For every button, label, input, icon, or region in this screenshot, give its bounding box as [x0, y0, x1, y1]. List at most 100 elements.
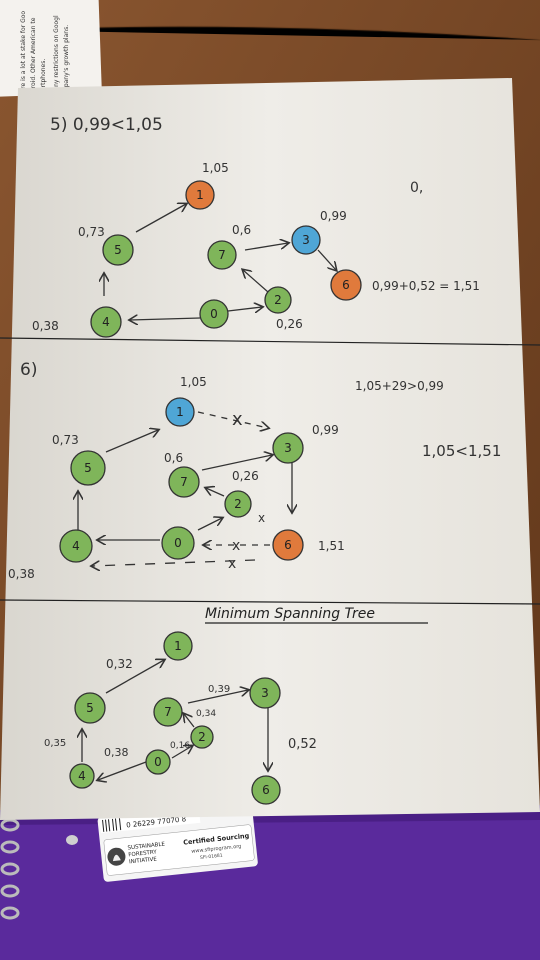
node-5-label: 5 — [114, 243, 122, 257]
node-3 — [291, 225, 321, 255]
weight6-n4: 0,38 — [8, 567, 35, 581]
cross-mark-3: x — [228, 556, 236, 572]
node-4 — [90, 306, 122, 338]
card-line-2: Android. Other American te — [30, 17, 37, 100]
edge-5-1 — [135, 204, 186, 233]
section-6-cond2: 1,05<1,51 — [422, 442, 501, 460]
mst-edge-0-2 — [171, 746, 192, 759]
mst-node-0 — [145, 749, 171, 775]
node-7-label: 7 — [218, 248, 226, 262]
weight6-n1: 1,05 — [180, 375, 207, 389]
mst-weight-3-6: 0,52 — [288, 737, 317, 752]
notebook: 0 26229 77070 8 SUSTAINABLE FORESTRY INI… — [0, 801, 540, 960]
mst-edge-7-3 — [187, 690, 248, 704]
node6-3 — [272, 432, 304, 464]
mst-node-6 — [251, 775, 281, 805]
node-5 — [102, 234, 134, 266]
sfi-line-1: SUSTAINABLE — [127, 842, 165, 852]
section-6-title: 6) — [20, 360, 37, 380]
node-6 — [330, 269, 362, 301]
weight-n5: 0,73 — [78, 225, 105, 239]
node6-6-label: 6 — [284, 538, 292, 552]
card-line-1: There is a lot at stake for Goo — [20, 11, 27, 101]
spiral-binding — [0, 818, 20, 920]
node6-0 — [161, 526, 195, 560]
sfi-line-3: INITIATIVE — [129, 856, 158, 865]
edge-0-2 — [227, 307, 262, 311]
mst-node-2-label: 2 — [198, 730, 206, 744]
card-line-3: smartphones. — [40, 59, 47, 100]
section-5-sum: 0,99+0,52 = 1,51 — [372, 279, 480, 293]
mst-section: Minimum Spanning Tree 1 5 7 3 2 0 4 6 — [44, 606, 428, 805]
node6-5 — [70, 450, 106, 486]
weight6-n6: 1,51 — [318, 539, 345, 553]
notebook-label: 0 26229 77070 8 SUSTAINABLE FORESTRY INI… — [97, 801, 258, 882]
cross-mark-4: x — [258, 511, 265, 525]
weight-n4: 0,38 — [32, 319, 59, 333]
section-divider-2 — [0, 599, 540, 605]
weight6-n5: 0,73 — [52, 433, 79, 447]
mst-node-7 — [153, 697, 183, 727]
mst-node-2 — [190, 725, 214, 749]
mst-weight-2-7: 0,34 — [196, 709, 216, 719]
mst-node-6-label: 6 — [262, 783, 270, 797]
mst-node-0-label: 0 — [154, 755, 162, 769]
weight6-n2: 0,26 — [232, 469, 259, 483]
node-2-label: 2 — [274, 293, 282, 307]
mst-node-3-label: 3 — [261, 686, 269, 700]
node-1-label: 1 — [196, 188, 204, 202]
mst-node-5 — [74, 692, 106, 724]
node6-1-label: 1 — [176, 405, 184, 419]
node6-2 — [224, 490, 252, 518]
node-0 — [199, 299, 229, 329]
node-3-label: 3 — [302, 233, 310, 247]
mst-weight-4-5: 0,35 — [44, 738, 66, 749]
sfi-url: www.sfiprogram.org — [191, 844, 242, 855]
weight-n3: 0,99 — [320, 209, 347, 223]
weight6-n7: 0,6 — [164, 451, 183, 465]
node-6-label: 6 — [342, 278, 350, 292]
card-line-4: So any restrictions on Googl — [53, 15, 60, 100]
weight-n2: 0,26 — [276, 317, 303, 331]
weight-n7: 0,6 — [232, 223, 251, 237]
mst-node-7-label: 7 — [164, 705, 172, 719]
mst-weight-5-1: 0,32 — [106, 657, 133, 671]
edge6-2-7 — [206, 488, 225, 497]
node6-5-label: 5 — [84, 461, 92, 475]
sfi-code: SFI-01681 — [200, 853, 223, 861]
section-6: 6) 1,05+29>0,99 1,05<1,51 x x x x 1 5 7 … — [8, 360, 501, 581]
edge-7-3 — [244, 243, 288, 251]
mst-node-1-label: 1 — [174, 639, 182, 653]
mst-edge-5-1 — [105, 660, 164, 694]
sfi-line-2: FORESTRY — [128, 849, 158, 858]
mst-node-5-label: 5 — [86, 701, 94, 715]
mst-weight-0-2: 0,16 — [170, 741, 190, 751]
card-line-5: company's growth plans. — [63, 25, 70, 100]
node-1 — [185, 180, 215, 210]
weight-n1: 1,05 — [202, 161, 229, 175]
section-divider-1 — [0, 337, 540, 346]
node6-1 — [165, 397, 195, 427]
edge-3-6 — [317, 249, 336, 270]
edge6-6-4-dashed — [92, 559, 256, 566]
section-5: 5) 0,99<1,05 0, 1 5 7 3 6 4 0 2 1,05 — [32, 115, 480, 338]
section-6-cond1: 1,05+29>0,99 — [355, 379, 444, 393]
mst-weight-0-4: 0,38 — [104, 746, 129, 759]
section-5-corner-note: 0, — [410, 180, 423, 196]
mst-weight-7-3: 0,39 — [208, 684, 230, 695]
section-5-title: 5) 0,99<1,05 — [50, 115, 163, 135]
mst-edge-2-7 — [184, 714, 195, 728]
edge-2-7 — [243, 270, 269, 293]
node6-0-label: 0 — [174, 536, 182, 550]
edge6-7-3 — [201, 455, 272, 471]
mst-title: Minimum Spanning Tree — [205, 606, 375, 622]
node6-7-label: 7 — [180, 475, 188, 489]
edge6-5-1 — [105, 430, 158, 453]
notebook-hole — [66, 835, 78, 845]
paper-sheet — [0, 78, 540, 820]
node-2 — [264, 286, 292, 314]
node6-4-label: 4 — [72, 539, 80, 553]
node6-4 — [59, 529, 93, 563]
node6-3-label: 3 — [284, 441, 292, 455]
